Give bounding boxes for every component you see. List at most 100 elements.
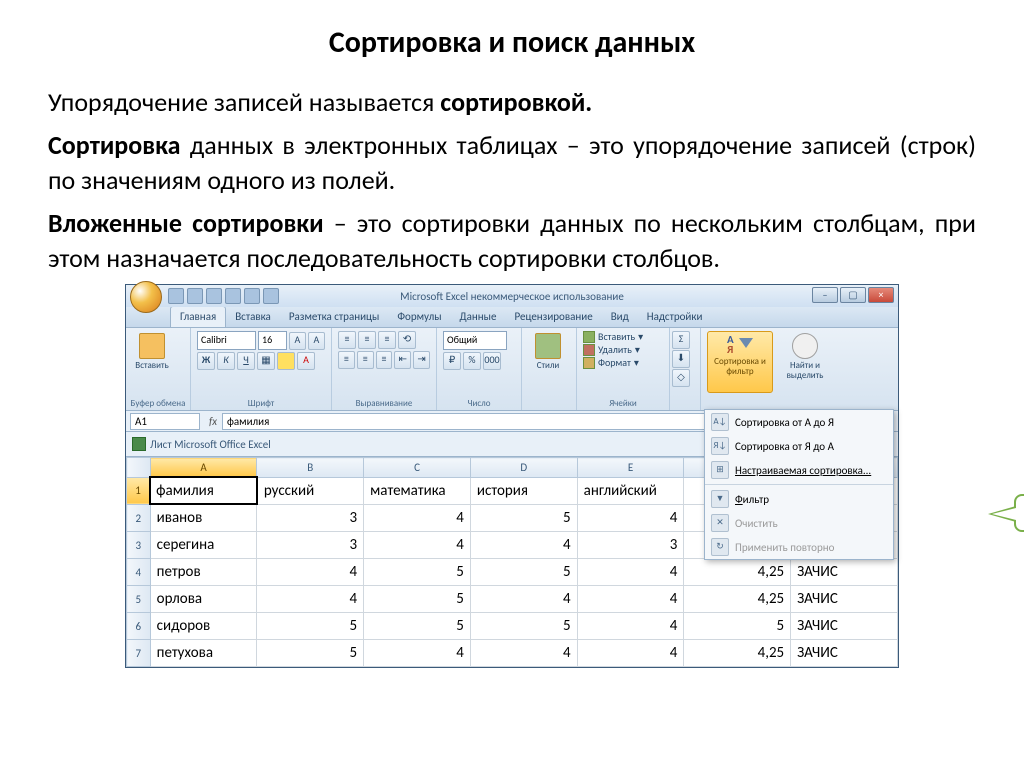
align-right-button[interactable]: ≡ (376, 351, 393, 369)
data-cell[interactable]: петухова (150, 640, 257, 667)
row-header[interactable]: 5 (127, 586, 151, 613)
data-cell[interactable]: иванов (150, 504, 257, 532)
data-cell[interactable]: 4 (577, 559, 684, 586)
data-cell[interactable]: петров (150, 559, 257, 586)
underline-button[interactable]: Ч (237, 352, 255, 370)
clear-button[interactable]: ◇ (672, 369, 690, 387)
maximize-button[interactable]: ▢ (840, 287, 866, 303)
fx-icon[interactable]: fx (204, 415, 222, 428)
fill-color-button[interactable] (277, 352, 295, 370)
data-cell[interactable]: 4 (257, 559, 364, 586)
data-cell[interactable]: сидоров (150, 613, 257, 640)
data-cell[interactable]: 4 (577, 613, 684, 640)
border-button[interactable]: ▦ (257, 352, 275, 370)
sort-az-item[interactable]: А↓Сортировка от А до Я (705, 410, 893, 434)
data-cell[interactable]: 5 (470, 613, 577, 640)
data-cell[interactable]: серегина (150, 532, 257, 559)
ribbon-tab-3[interactable]: Формулы (388, 307, 450, 327)
column-header[interactable]: E (577, 458, 684, 478)
data-cell[interactable]: 4 (364, 532, 471, 559)
find-select-button[interactable]: Найти и выделить (785, 331, 825, 389)
sort-filter-button[interactable]: АЯ Сортировка и фильтр (707, 331, 773, 393)
ribbon-tab-6[interactable]: Вид (602, 307, 638, 327)
format-cells-button[interactable]: Формат ▾ (583, 357, 663, 369)
data-cell[interactable]: ЗАЧИС (791, 559, 898, 586)
data-cell[interactable]: ЗАЧИС (791, 640, 898, 667)
data-cell[interactable]: 5 (257, 613, 364, 640)
name-box[interactable]: A1 (130, 413, 200, 430)
ribbon-tab-0[interactable]: Главная (170, 306, 226, 327)
column-header[interactable]: A (150, 458, 257, 478)
header-cell[interactable]: английский (577, 477, 684, 504)
ribbon-tab-1[interactable]: Вставка (226, 307, 280, 327)
data-cell[interactable]: 4,25 (684, 559, 791, 586)
italic-button[interactable]: К (217, 352, 235, 370)
data-cell[interactable]: 4,25 (684, 586, 791, 613)
autosum-button[interactable]: Σ (672, 331, 690, 349)
row-header[interactable]: 3 (127, 532, 151, 559)
row-header[interactable]: 4 (127, 559, 151, 586)
custom-sort-item[interactable]: ⊞Настраиваемая сортировка... (705, 458, 893, 482)
styles-button[interactable]: Стили (528, 331, 568, 389)
align-top-button[interactable]: ≡ (338, 331, 356, 349)
header-cell[interactable]: фамилия (150, 477, 257, 504)
paste-button[interactable]: Вставить (132, 331, 172, 389)
delete-cells-button[interactable]: Удалить ▾ (583, 344, 663, 356)
data-cell[interactable]: 4 (577, 586, 684, 613)
data-cell[interactable]: 3 (577, 532, 684, 559)
font-name-select[interactable]: Calibri (197, 331, 256, 350)
data-cell[interactable]: 3 (257, 532, 364, 559)
percent-button[interactable]: % (463, 352, 481, 370)
data-cell[interactable]: 4 (470, 586, 577, 613)
sort-za-item[interactable]: Я↓Сортировка от Я до А (705, 434, 893, 458)
ribbon-tab-4[interactable]: Данные (451, 307, 506, 327)
row-header[interactable]: 7 (127, 640, 151, 667)
shrink-font-button[interactable]: A (308, 332, 325, 350)
bold-button[interactable]: Ж (197, 352, 215, 370)
data-cell[interactable]: 4 (577, 504, 684, 532)
row-header[interactable]: 1 (127, 477, 151, 504)
data-cell[interactable]: 4,25 (684, 640, 791, 667)
grow-font-button[interactable]: A (289, 332, 306, 350)
column-header[interactable]: B (257, 458, 364, 478)
data-cell[interactable]: 4 (470, 640, 577, 667)
column-header[interactable]: C (364, 458, 471, 478)
indent-dec-button[interactable]: ⇤ (394, 351, 411, 369)
close-button[interactable]: × (868, 287, 894, 303)
column-header[interactable]: D (470, 458, 577, 478)
indent-inc-button[interactable]: ⇥ (413, 351, 430, 369)
data-cell[interactable]: 5 (470, 504, 577, 532)
select-all-cell[interactable] (127, 458, 151, 478)
filter-item[interactable]: ▼Фильтр (705, 487, 893, 511)
orientation-button[interactable]: ⟲ (398, 331, 416, 349)
minimize-button[interactable]: – (812, 287, 838, 303)
row-header[interactable]: 6 (127, 613, 151, 640)
data-cell[interactable]: ЗАЧИС (791, 586, 898, 613)
data-cell[interactable]: 4 (364, 504, 471, 532)
header-cell[interactable]: математика (364, 477, 471, 504)
ribbon-tab-5[interactable]: Рецензирование (505, 307, 601, 327)
data-cell[interactable]: 4 (257, 586, 364, 613)
fill-button[interactable]: ⬇ (672, 350, 690, 368)
data-cell[interactable]: 5 (684, 613, 791, 640)
data-cell[interactable]: 5 (257, 640, 364, 667)
comma-button[interactable]: 000 (483, 352, 501, 370)
data-cell[interactable]: ЗАЧИС (791, 613, 898, 640)
data-cell[interactable]: 5 (470, 559, 577, 586)
ribbon-tab-7[interactable]: Надстройки (638, 307, 712, 327)
number-format-select[interactable]: Общий (443, 331, 507, 350)
ribbon-tab-2[interactable]: Разметка страницы (280, 307, 389, 327)
align-left-button[interactable]: ≡ (338, 351, 355, 369)
align-bottom-button[interactable]: ≡ (378, 331, 396, 349)
data-cell[interactable]: 3 (257, 504, 364, 532)
header-cell[interactable]: русский (257, 477, 364, 504)
data-cell[interactable]: орлова (150, 586, 257, 613)
currency-button[interactable]: ₽ (443, 352, 461, 370)
data-cell[interactable]: 4 (364, 640, 471, 667)
header-cell[interactable]: история (470, 477, 577, 504)
align-middle-button[interactable]: ≡ (358, 331, 376, 349)
align-center-button[interactable]: ≡ (357, 351, 374, 369)
row-header[interactable]: 2 (127, 504, 151, 532)
data-cell[interactable]: 5 (364, 586, 471, 613)
data-cell[interactable]: 5 (364, 613, 471, 640)
